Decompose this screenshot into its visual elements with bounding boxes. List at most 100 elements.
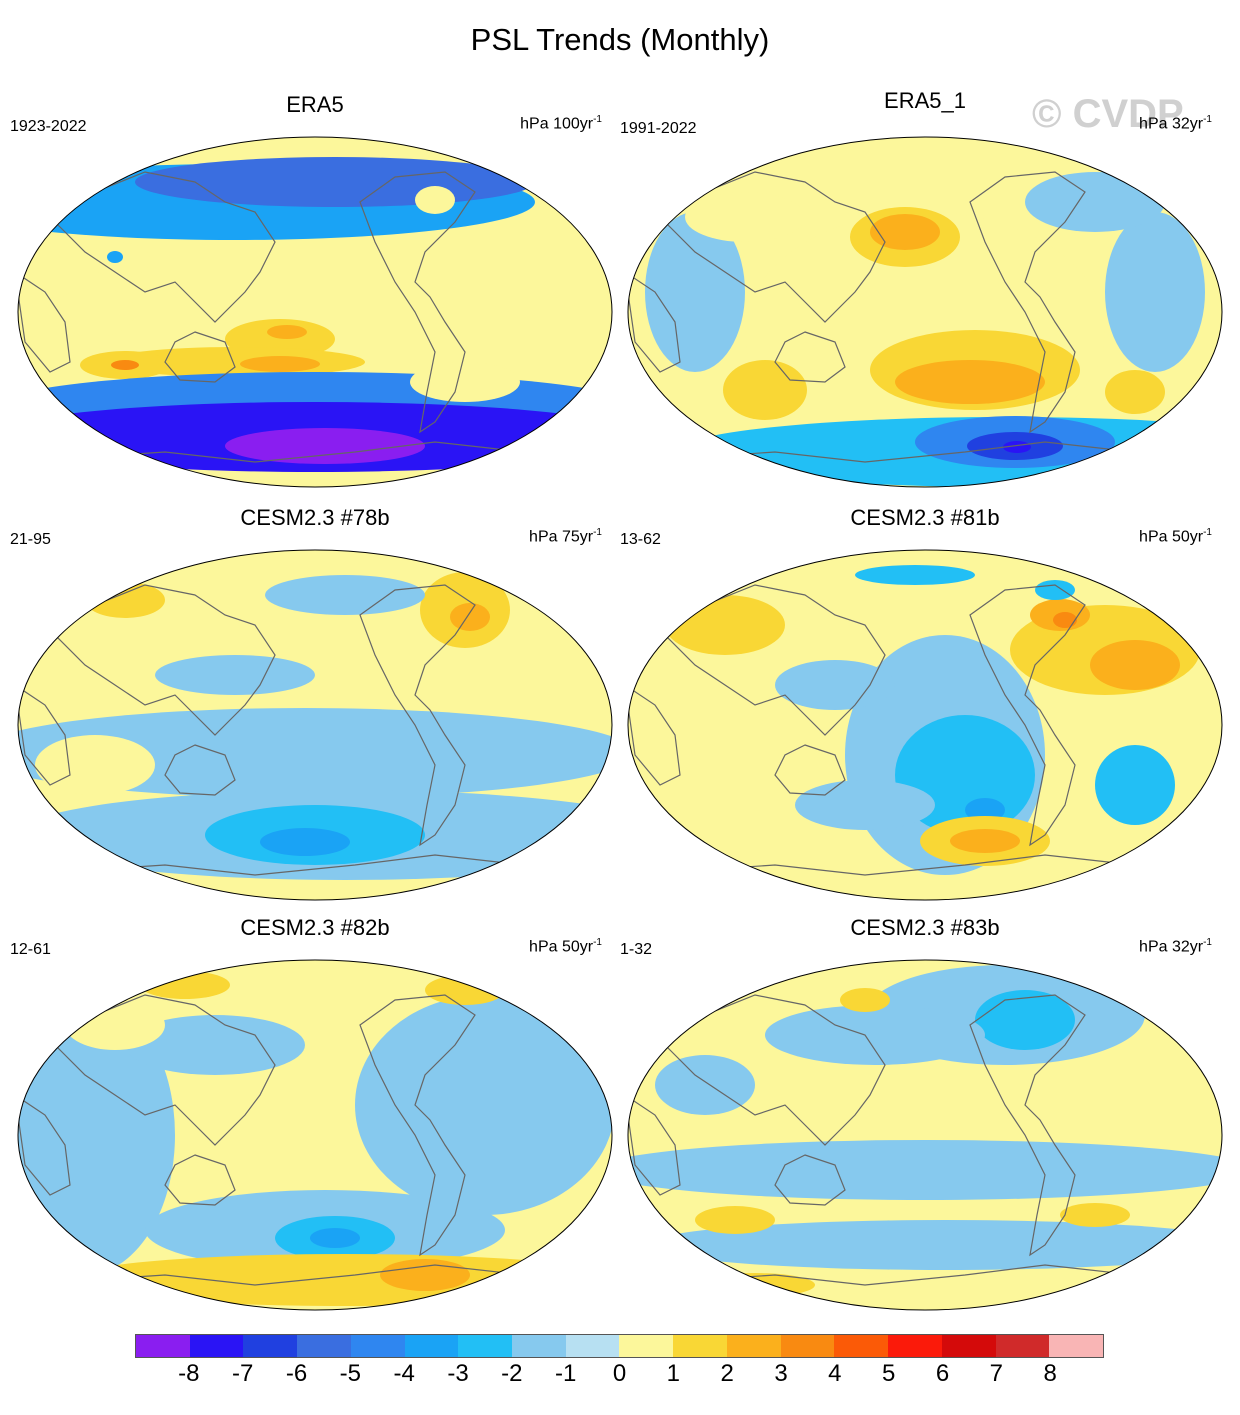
- coastline: [18, 270, 71, 373]
- colorbar-tick-label: -7: [231, 1360, 254, 1387]
- trend-contour: [267, 325, 307, 339]
- map-field: [628, 550, 1222, 900]
- colorbar-tick-label: 1: [666, 1360, 681, 1387]
- trend-contour: [35, 735, 155, 795]
- colorbar-swatch: [834, 1335, 889, 1357]
- colorbar-swatch: [458, 1335, 513, 1357]
- units-exponent: -1: [593, 527, 602, 538]
- colorbar-tick-label: -5: [339, 1360, 361, 1387]
- coastline: [969, 171, 1086, 434]
- colorbar-swatch: [995, 1335, 1050, 1357]
- colorbar-tick-label: 6: [935, 1360, 950, 1387]
- units-text: hPa 50yr: [529, 938, 594, 956]
- trend-map: [17, 136, 613, 488]
- trend-contour: [895, 360, 1045, 404]
- colorbar-swatch: [888, 1335, 942, 1357]
- coastline: [164, 1154, 236, 1206]
- colorbar-tick-label: 0: [612, 1360, 627, 1387]
- trend-contour: [723, 360, 807, 420]
- trend-contour: [155, 655, 315, 695]
- coastline: [164, 744, 236, 796]
- colorbar-swatch: [189, 1335, 244, 1357]
- colorbar-swatch: [350, 1335, 405, 1357]
- panel-era5: ERA5 1923-2022 hPa 100yr-1: [10, 92, 620, 492]
- trend-map: [17, 549, 613, 901]
- units-label: hPa 32yr-1: [1139, 937, 1212, 956]
- trend-contour: [775, 660, 895, 710]
- panel-cesm-78b: CESM2.3 #78b 21-95 hPa 75yr-1: [10, 505, 620, 905]
- colorbar-tick-label: 3: [774, 1360, 788, 1387]
- coastline: [164, 331, 236, 383]
- trend-map: [627, 959, 1223, 1311]
- colorbar-swatch: [780, 1335, 835, 1357]
- colorbar-tick-label: 8: [1043, 1360, 1057, 1387]
- coastline: [359, 994, 476, 1257]
- coastline: [628, 270, 681, 373]
- trend-contour: [665, 595, 785, 655]
- coastline: [18, 1093, 71, 1196]
- units-label: hPa 32yr-1: [1139, 114, 1212, 133]
- colorbar-swatch: [565, 1335, 620, 1357]
- units-text: hPa 75yr: [529, 528, 594, 546]
- trend-contour: [1003, 441, 1031, 453]
- panel-cesm-81b: CESM2.3 #81b 13-62 hPa 50yr-1: [620, 505, 1230, 905]
- trend-contour: [950, 829, 1020, 853]
- trend-map: [627, 549, 1223, 901]
- trend-contour: [1105, 212, 1205, 372]
- trend-contour: [425, 975, 505, 1005]
- trend-contour: [125, 1015, 305, 1075]
- map-border: [17, 549, 613, 901]
- panel-title: ERA5_1: [884, 88, 966, 113]
- coastline: [774, 1154, 846, 1206]
- colorbar-swatch: [619, 1335, 674, 1357]
- panel-cesm-83b: CESM2.3 #83b 1-32 hPa 32yr-1: [620, 915, 1230, 1315]
- trend-contour: [1095, 745, 1175, 825]
- trend-contour: [840, 988, 890, 1012]
- period-label: 13-62: [620, 531, 661, 548]
- units-text: hPa 32yr: [1139, 938, 1204, 956]
- trend-contour: [265, 575, 425, 615]
- units-text: hPa 32yr: [1139, 115, 1204, 133]
- units-exponent: -1: [593, 937, 602, 948]
- map-border: [627, 136, 1223, 488]
- trend-contour: [965, 798, 1005, 822]
- trend-contour: [1105, 370, 1165, 414]
- map-field: [18, 137, 612, 487]
- trend-contour: [1035, 580, 1075, 600]
- trend-contour: [855, 565, 975, 585]
- trend-contour: [685, 192, 805, 242]
- units-exponent: -1: [1203, 937, 1212, 948]
- map-field: [628, 960, 1222, 1310]
- trend-contour: [645, 1220, 1222, 1270]
- coastline: [969, 994, 1086, 1257]
- trend-contour: [628, 1140, 1222, 1200]
- period-label: 1991-2022: [620, 120, 697, 137]
- trend-contour: [765, 1005, 985, 1065]
- trend-contour: [870, 214, 940, 250]
- colorbar-tick-label: -6: [285, 1360, 308, 1387]
- map-field: [18, 960, 612, 1310]
- trend-contour: [655, 1055, 755, 1115]
- coastline: [628, 683, 681, 786]
- colorbar-swatch: [941, 1335, 996, 1357]
- colorbar-swatch: [726, 1335, 781, 1357]
- colorbar: [135, 1334, 1104, 1358]
- period-label: 1-32: [620, 941, 653, 958]
- units-text: hPa 50yr: [1139, 528, 1204, 546]
- units-label: hPa 100yr-1: [520, 114, 602, 133]
- units-label: hPa 75yr-1: [529, 527, 602, 546]
- period-label: 21-95: [10, 531, 51, 548]
- trend-contour: [355, 995, 612, 1215]
- coastline: [774, 331, 846, 383]
- colorbar-tick-label: -3: [447, 1360, 469, 1387]
- watermark: © CVDP: [1032, 92, 1184, 136]
- trend-map: [627, 136, 1223, 488]
- panel-title: CESM2.3 #82b: [240, 915, 390, 940]
- trend-contour: [380, 1259, 470, 1291]
- colorbar-swatch: [673, 1335, 727, 1357]
- trend-contour: [1060, 1203, 1130, 1227]
- trend-contour: [410, 362, 520, 402]
- units-exponent: -1: [1203, 114, 1212, 125]
- map-field: [18, 550, 612, 900]
- colorbar-swatch: [512, 1335, 566, 1357]
